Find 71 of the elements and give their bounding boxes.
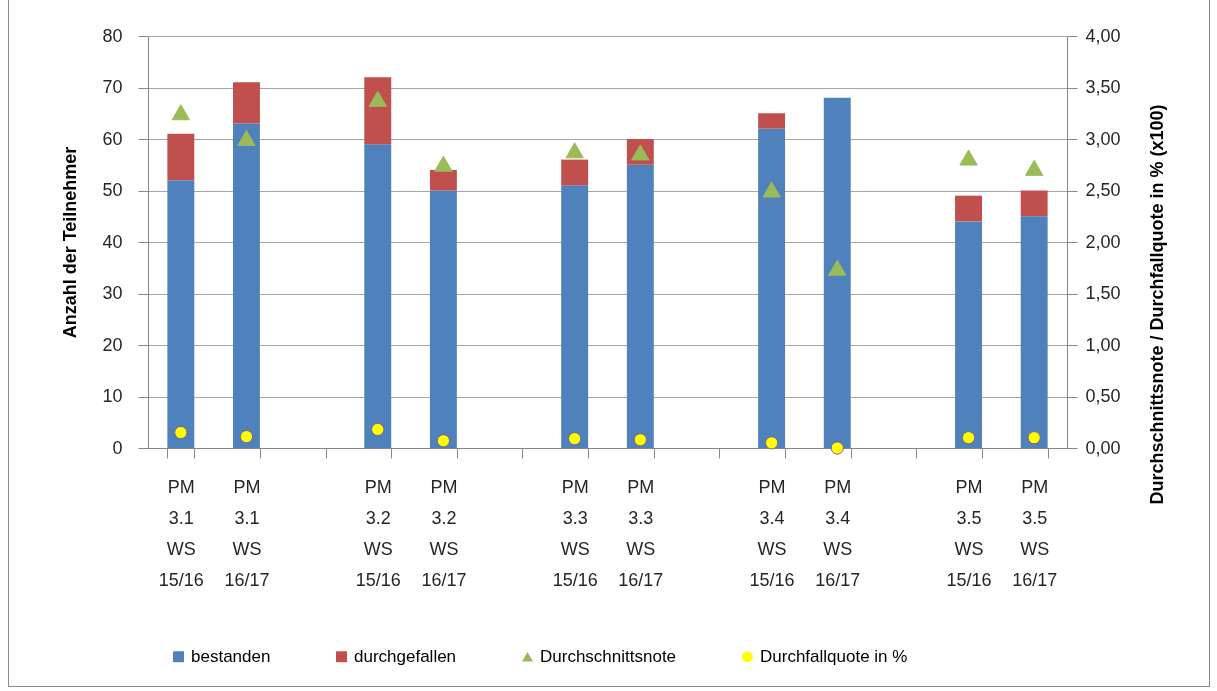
x-tick-label: PM 3.4 WS 15/16 [749, 476, 795, 590]
y-tick-label: 70 [102, 77, 123, 97]
bar [955, 195, 982, 222]
y2-tick-label: 3,50 [1085, 77, 1121, 97]
y2-axis-title: Durchschnittsnote / Durchfallquote in % (x100) [1146, 104, 1167, 505]
bar [429, 169, 457, 191]
point [961, 431, 976, 445]
point [1025, 159, 1044, 176]
y2-tick-label: 0,00 [1085, 437, 1121, 458]
x-tick-label: PM 3.4 WS 16/17 [815, 476, 861, 590]
point [828, 259, 847, 276]
x-tick-label: PM 3.1 WS 15/16 [158, 476, 204, 590]
point [762, 181, 781, 198]
x-tick-label: PM 3.2 WS 15/16 [355, 476, 401, 590]
bar [758, 128, 786, 448]
y-tick-label: 50 [102, 180, 123, 200]
point [174, 425, 188, 440]
y2-tick-label: 4,00 [1085, 25, 1121, 46]
x-tick-label: PM 3.3 WS 15/16 [552, 476, 598, 590]
y-axis-title: Anzahl der Teilnehmer [60, 146, 81, 339]
y-tick-label: 60 [102, 128, 123, 149]
legend-label: bestanden [191, 646, 271, 666]
bar [955, 221, 982, 448]
point [1027, 431, 1041, 445]
point [764, 436, 779, 450]
bar [1020, 190, 1048, 217]
bar [561, 185, 589, 448]
point [239, 430, 254, 444]
y2-tick-label: 1,00 [1085, 334, 1121, 355]
point [434, 155, 453, 172]
x-tick-label: PM 3.3 WS 16/17 [618, 476, 664, 590]
y-tick-label: 80 [102, 25, 123, 46]
bar [364, 77, 392, 145]
bar [823, 97, 851, 448]
bar [561, 159, 589, 186]
x-tick-label: PM 3.5 WS 16/17 [1012, 476, 1058, 590]
point [568, 432, 582, 446]
y2-tick-label: 2,00 [1085, 231, 1121, 252]
bar [167, 133, 195, 181]
point [565, 142, 584, 159]
point [237, 129, 256, 146]
bar [167, 180, 195, 448]
point [368, 90, 387, 107]
x-tick-label: PM 3.5 WS 15/16 [946, 476, 992, 590]
y2-tick-label: 0,50 [1085, 386, 1121, 406]
x-tick-label: PM 3.1 WS 16/17 [224, 476, 270, 590]
point [959, 149, 978, 166]
bar [1020, 216, 1048, 448]
y2-tick-label: 3,00 [1085, 128, 1121, 149]
legend-label: durchgefallen [354, 646, 457, 666]
legend-label: Durchschnittsnote [540, 646, 677, 666]
bar [758, 113, 786, 129]
legend-label: Durchfallquote in % [760, 646, 908, 666]
point [171, 104, 190, 121]
point [371, 422, 385, 437]
y2-tick-label: 1,50 [1085, 283, 1121, 303]
bar [429, 190, 457, 448]
y-tick-label: 0 [112, 437, 123, 458]
bar [364, 144, 392, 448]
y2-tick-label: 2,50 [1085, 180, 1121, 200]
x-tick-label: PM 3.2 WS 16/17 [421, 476, 467, 590]
y-tick-label: 20 [102, 334, 123, 355]
point [830, 441, 844, 455]
y-tick-label: 30 [102, 283, 123, 303]
bar [233, 123, 260, 448]
point [436, 434, 451, 448]
y-tick-label: 10 [102, 386, 123, 406]
bar [626, 164, 654, 448]
point [633, 433, 647, 447]
y-tick-label: 40 [102, 231, 123, 252]
bar [233, 82, 260, 124]
